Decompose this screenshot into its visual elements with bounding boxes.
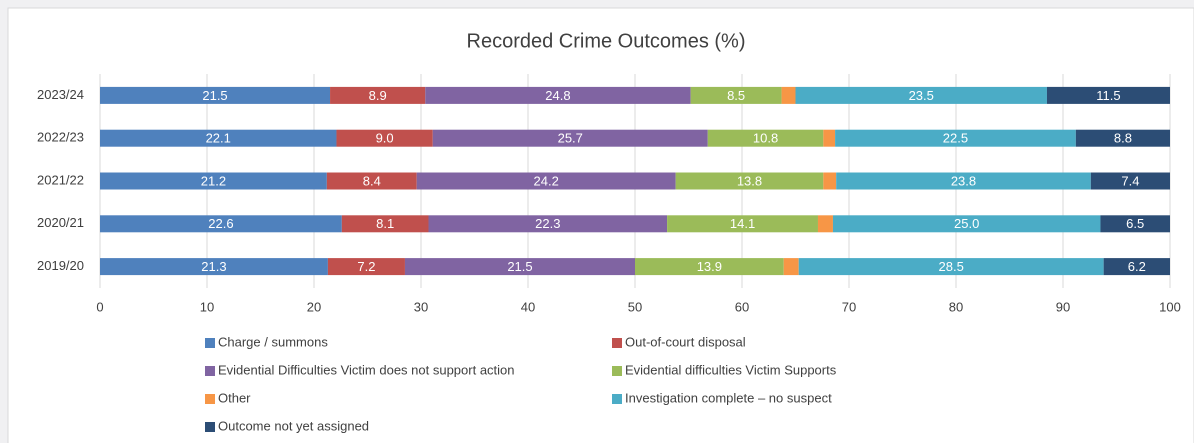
bar-segment (832, 215, 1101, 233)
bar-segment (1100, 215, 1170, 233)
x-tick-label: 60 (735, 299, 749, 314)
bar-segment (100, 172, 327, 190)
data-label: 25.0 (954, 216, 979, 231)
x-tick-label: 0 (96, 299, 103, 314)
bar-segment (783, 258, 799, 276)
bar-segment (416, 172, 676, 190)
x-tick-label: 100 (1159, 299, 1181, 314)
data-label: 21.5 (507, 259, 532, 274)
bar-segment (836, 172, 1091, 190)
bar-segment (341, 215, 429, 233)
data-label: 6.2 (1128, 259, 1146, 274)
bar-segment (1046, 86, 1170, 104)
data-label: 6.5 (1126, 216, 1144, 231)
bar-segment (667, 215, 818, 233)
data-label: 28.5 (939, 259, 964, 274)
bar-segment (835, 129, 1076, 147)
data-label: 25.7 (558, 131, 583, 146)
bar-segment (1103, 258, 1170, 276)
x-tick-label: 10 (200, 299, 214, 314)
data-label: 8.9 (369, 88, 387, 103)
bar-segment (100, 215, 342, 233)
x-tick-label: 40 (521, 299, 535, 314)
data-label: 23.5 (909, 88, 934, 103)
data-label: 14.1 (730, 216, 755, 231)
legend-label: Evidential Difficulties Victim does not … (218, 362, 515, 377)
data-label: 22.1 (206, 131, 231, 146)
y-tick-label: 2022/23 (37, 130, 84, 145)
data-label: 7.4 (1121, 173, 1139, 188)
bar-segment (823, 172, 837, 190)
y-tick-label: 2023/24 (37, 87, 84, 102)
legend-label: Other (218, 390, 251, 405)
bar-segment (798, 258, 1104, 276)
y-tick-label: 2019/20 (37, 258, 84, 273)
legend-label: Investigation complete – no suspect (625, 390, 832, 405)
bar-segment (1090, 172, 1170, 190)
data-label: 21.5 (202, 88, 227, 103)
legend-swatch (205, 366, 215, 376)
data-label: 13.9 (697, 259, 722, 274)
y-tick-label: 2021/22 (37, 172, 84, 187)
legend-label: Out-of-court disposal (625, 334, 746, 349)
legend-label: Outcome not yet assigned (218, 418, 369, 433)
data-label: 10.8 (753, 131, 778, 146)
bar-segment (404, 258, 635, 276)
bar-segment (428, 215, 668, 233)
chart-title: Recorded Crime Outcomes (%) (467, 30, 746, 52)
x-tick-label: 80 (949, 299, 963, 314)
bar-segment (795, 86, 1047, 104)
data-label: 24.2 (534, 173, 559, 188)
x-tick-label: 30 (414, 299, 428, 314)
legend-swatch (205, 394, 215, 404)
bar-segment (817, 215, 833, 233)
legend-label: Charge / summons (218, 334, 328, 349)
bar-segment (327, 258, 405, 276)
legend-swatch (205, 338, 215, 348)
bar-segment (100, 86, 331, 104)
data-label: 22.3 (535, 216, 560, 231)
bar-segment (100, 129, 337, 147)
data-label: 11.5 (1096, 88, 1120, 103)
bar-segment (425, 86, 691, 104)
data-label: 8.4 (363, 173, 381, 188)
data-label: 13.8 (737, 173, 762, 188)
data-label: 23.8 (951, 173, 976, 188)
data-label: 22.6 (208, 216, 233, 231)
bar-segment (781, 86, 796, 104)
data-label: 7.2 (357, 259, 375, 274)
bar-segment (330, 86, 426, 104)
data-label: 24.8 (545, 88, 570, 103)
bar-segment (100, 258, 328, 276)
data-label: 8.5 (727, 88, 745, 103)
bar-segment (690, 86, 782, 104)
y-tick-label: 2020/21 (37, 215, 84, 230)
x-tick-label: 50 (628, 299, 642, 314)
bar-segment (707, 129, 824, 147)
data-label: 9.0 (376, 131, 394, 146)
x-tick-label: 20 (307, 299, 321, 314)
data-label: 21.3 (201, 259, 226, 274)
x-tick-label: 70 (842, 299, 856, 314)
legend-swatch (612, 394, 622, 404)
data-label: 21.2 (201, 173, 226, 188)
legend-label: Evidential difficulties Victim Supports (625, 362, 837, 377)
bar-segment (336, 129, 433, 147)
legend-swatch (612, 366, 622, 376)
bar-segment (1075, 129, 1170, 147)
bar-segment (675, 172, 824, 190)
bar-segment (326, 172, 417, 190)
bar-segment (823, 129, 836, 147)
data-label: 22.5 (943, 131, 968, 146)
legend-swatch (205, 422, 215, 432)
bar-segment (635, 258, 784, 276)
legend-swatch (612, 338, 622, 348)
x-tick-label: 90 (1056, 299, 1070, 314)
data-label: 8.1 (376, 216, 394, 231)
data-label: 8.8 (1114, 131, 1132, 146)
bar-segment (432, 129, 708, 147)
